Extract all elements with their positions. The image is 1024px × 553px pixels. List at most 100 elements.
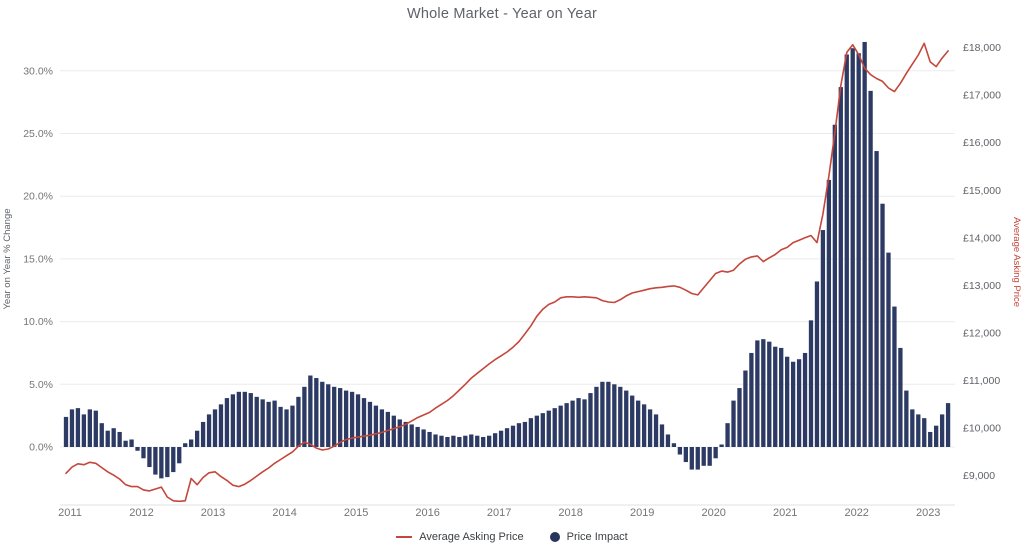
price-impact-bar: [93, 410, 98, 447]
price-impact-bar: [516, 423, 522, 447]
right-tick-label: £9,000: [963, 470, 995, 482]
legend-item-price-impact: Price Impact: [549, 531, 628, 543]
price-impact-bar: [510, 425, 516, 447]
price-impact-bar: [117, 431, 122, 447]
year-label: 2019: [630, 507, 654, 519]
price-impact-bar: [701, 447, 706, 466]
price-impact-bar: [81, 414, 87, 447]
price-impact-bar: [636, 400, 641, 447]
price-impact-bar: [540, 413, 545, 447]
price-impact-bar: [564, 403, 569, 447]
price-impact-bar: [808, 320, 814, 447]
price-impact-bar: [171, 447, 176, 473]
right-tick-label: £17,000: [963, 90, 1001, 102]
price-impact-bar: [862, 41, 867, 448]
price-impact-bar: [695, 447, 700, 470]
legend-label-bar: Price Impact: [566, 531, 628, 543]
average-asking-price-polyline: [65, 42, 949, 503]
price-impact-bar: [498, 430, 504, 447]
price-impact-bar: [212, 409, 218, 447]
chart-legend: Average Asking Price Price Impact: [0, 531, 1024, 543]
price-impact-bar: [236, 391, 241, 447]
price-impact-bar: [796, 359, 802, 447]
average-asking-price-line: [65, 42, 949, 503]
price-impact-bar: [332, 386, 337, 447]
price-impact-bar: [302, 386, 307, 447]
year-label: 2020: [701, 507, 725, 519]
left-tick-label: 5.0%: [29, 379, 53, 391]
price-impact-bar: [904, 390, 909, 447]
price-impact-bar: [600, 381, 605, 447]
right-tick-label: £15,000: [963, 185, 1001, 197]
price-impact-bar: [451, 435, 456, 447]
price-impact-bar: [177, 447, 182, 464]
price-impact-bar: [361, 398, 367, 447]
price-impact-bar: [63, 416, 69, 447]
price-impact-bar: [445, 436, 450, 447]
legend-item-average-asking-price: Average Asking Price: [396, 531, 524, 543]
price-impact-bar: [385, 411, 390, 447]
price-impact-bar: [856, 53, 861, 448]
price-impact-bar: [147, 447, 152, 468]
price-impact-bar: [618, 386, 623, 447]
price-impact-bars: [63, 41, 951, 479]
price-impact-bar: [326, 384, 331, 447]
price-impact-bar: [886, 252, 891, 447]
price-impact-bar: [457, 436, 462, 447]
price-impact-bar: [242, 391, 247, 447]
price-impact-bar: [159, 447, 164, 479]
price-impact-bar: [874, 151, 879, 447]
price-impact-bar: [87, 409, 92, 447]
price-impact-bar: [373, 405, 379, 447]
price-impact-bar: [290, 405, 295, 447]
price-impact-bar: [308, 375, 313, 447]
price-impact-bar: [141, 447, 146, 459]
price-impact-bar: [397, 419, 402, 447]
price-impact-bar: [218, 404, 224, 447]
price-impact-bar: [338, 388, 343, 447]
price-impact-bar: [737, 388, 742, 447]
year-label: 2018: [558, 507, 582, 519]
price-impact-bar: [254, 396, 259, 447]
price-impact-bar: [612, 384, 617, 447]
price-impact-bar: [802, 352, 808, 447]
price-impact-bar: [230, 394, 236, 447]
price-impact-bar: [910, 409, 915, 447]
price-impact-bar: [278, 406, 283, 447]
price-impact-bar: [826, 179, 832, 447]
price-impact-bar: [546, 410, 551, 447]
price-impact-bar: [850, 48, 855, 447]
price-impact-bar: [779, 347, 784, 447]
left-tick-label: 0.0%: [29, 442, 53, 454]
price-impact-bar: [248, 393, 253, 447]
price-impact-bar: [206, 414, 212, 447]
right-axis-tick-labels: £9,000 £10,000 £11,000 £12,000 £13,000 £14,00…: [963, 42, 1001, 482]
price-impact-bar: [630, 395, 635, 447]
price-impact-bar: [641, 404, 647, 447]
line-swatch-icon: [396, 536, 413, 538]
price-impact-bar: [355, 394, 361, 447]
price-impact-bar: [272, 400, 277, 447]
left-tick-label: 10.0%: [23, 316, 53, 328]
price-impact-bar: [665, 434, 671, 447]
year-label: 2013: [201, 507, 225, 519]
price-impact-bar: [725, 423, 730, 447]
price-impact-bar: [814, 281, 820, 447]
price-impact-bar: [194, 430, 200, 447]
price-impact-bar: [945, 403, 951, 447]
price-impact-bar: [534, 415, 539, 447]
price-impact-bar: [349, 391, 355, 447]
price-impact-bar: [790, 361, 796, 447]
price-impact-bar: [683, 447, 688, 463]
price-impact-bar: [391, 415, 396, 447]
price-impact-bar: [129, 439, 134, 447]
year-label: 2023: [916, 507, 940, 519]
price-impact-bar: [200, 421, 206, 447]
price-impact-bar: [439, 435, 444, 447]
price-impact-bar: [743, 370, 748, 447]
price-impact-bar: [928, 431, 933, 447]
price-impact-bar: [576, 398, 581, 447]
right-axis-title: Average Asking Price: [1011, 217, 1022, 307]
price-impact-bar: [314, 378, 319, 447]
